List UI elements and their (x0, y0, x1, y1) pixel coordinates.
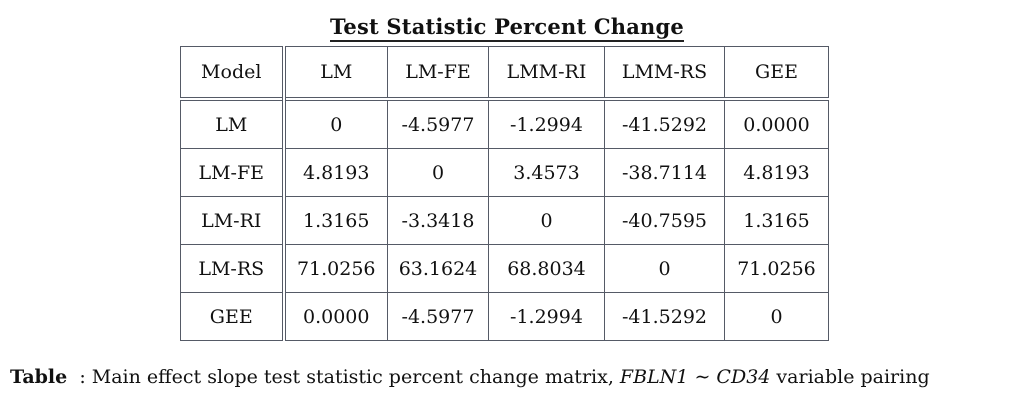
table-cell: 0 (604, 244, 725, 293)
table-cell: -41.5292 (604, 98, 725, 149)
column-header: LM-FE (387, 46, 489, 100)
table-cell: -1.2994 (488, 98, 605, 149)
table-cell: 4.8193 (283, 148, 388, 197)
column-header: LMM-RS (604, 46, 725, 100)
table-cell: -4.5977 (387, 292, 489, 341)
table-cell: 68.8034 (488, 244, 605, 293)
table-row: LM-FE 4.8193 0 3.4573 -38.7114 4.8193 (180, 148, 829, 197)
caption-lead: Table (10, 366, 68, 388)
caption-text: : Main effect slope test statistic perce… (79, 366, 614, 388)
table-cell: -38.7114 (604, 148, 725, 197)
table-cell: 63.1624 (387, 244, 489, 293)
table-title-text: Test Statistic Percent Change (330, 14, 684, 42)
table-cell: 1.3165 (283, 196, 388, 245)
caption-variable-1: FBLN1 (619, 366, 689, 388)
table-cell: 0.0000 (724, 98, 829, 149)
table-row: GEE 0.0000 -4.5977 -1.2994 -41.5292 0 (180, 292, 829, 341)
table-title: Test Statistic Percent Change (0, 14, 1014, 42)
row-header: LM (180, 98, 286, 149)
row-header: LM-RI (180, 196, 286, 245)
table-cell: 0 (724, 292, 829, 341)
table-cell: 0 (387, 148, 489, 197)
table-cell: 0 (488, 196, 605, 245)
table-cell: -41.5292 (604, 292, 725, 341)
corner-header: Model (180, 46, 286, 100)
table-cell: 71.0256 (283, 244, 388, 293)
row-header: LM-RS (180, 244, 286, 293)
table-cell: 0 (283, 98, 388, 149)
column-header: GEE (724, 46, 829, 100)
column-header: LM (283, 46, 388, 100)
row-header: GEE (180, 292, 286, 341)
column-header: LMM-RI (488, 46, 605, 100)
table-cell: 1.3165 (724, 196, 829, 245)
percent-change-matrix: Model LM LM-FE LMM-RI LMM-RS GEE LM 0 -4… (180, 46, 829, 341)
table-row: LM 0 -4.5977 -1.2994 -41.5292 0.0000 (180, 98, 829, 149)
table-caption: Table : Main effect slope test statistic… (10, 366, 1010, 388)
table-cell: 3.4573 (488, 148, 605, 197)
table-cell: 4.8193 (724, 148, 829, 197)
caption-sim-symbol: ∼ (694, 366, 711, 388)
table-cell: -1.2994 (488, 292, 605, 341)
table-cell: -3.3418 (387, 196, 489, 245)
caption-tail: variable pairing (776, 366, 930, 388)
row-header: LM-FE (180, 148, 286, 197)
table-cell: 71.0256 (724, 244, 829, 293)
table-row: LM-RI 1.3165 -3.3418 0 -40.7595 1.3165 (180, 196, 829, 245)
caption-variable-2: CD34 (716, 366, 771, 388)
table-row: LM-RS 71.0256 63.1624 68.8034 0 71.0256 (180, 244, 829, 293)
table-cell: 0.0000 (283, 292, 388, 341)
table-cell: -40.7595 (604, 196, 725, 245)
table-cell: -4.5977 (387, 98, 489, 149)
header-row: Model LM LM-FE LMM-RI LMM-RS GEE (180, 46, 829, 100)
